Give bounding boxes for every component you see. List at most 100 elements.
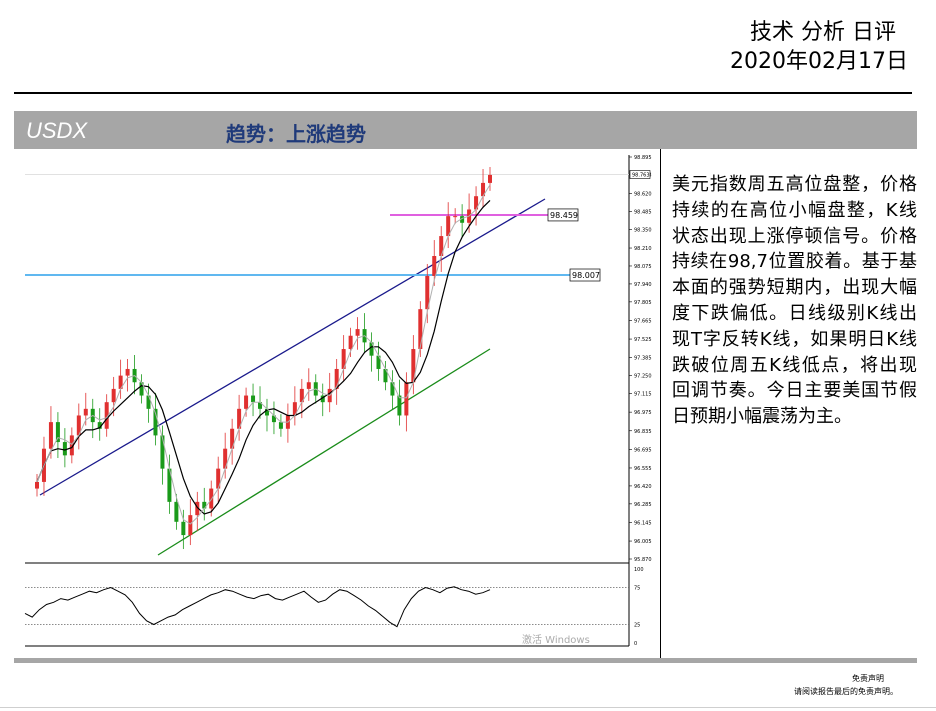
footer-band: [14, 658, 917, 663]
candle-body: [146, 395, 151, 409]
lower-trendline: [157, 348, 491, 556]
candle-body: [195, 501, 200, 516]
price-axis-label: 95.870: [634, 557, 652, 563]
moving-average-slow: [36, 199, 491, 515]
upper-trendline: [39, 198, 546, 496]
price-axis-label: 97.525: [634, 337, 652, 343]
candle-body: [369, 342, 374, 356]
candle-body: [292, 402, 297, 416]
candle-body: [341, 349, 346, 369]
candle-body: [209, 488, 214, 509]
price-axis-label: 98.895: [634, 155, 652, 161]
price-axis-label: 98.350: [634, 227, 652, 233]
disclaimer-note: 请阅读报告最后的免责声明。: [794, 687, 898, 696]
candle-body: [244, 395, 249, 409]
candle-body: [76, 415, 81, 436]
candle-body: [153, 408, 158, 436]
candle-body: [97, 422, 102, 429]
candle-body: [258, 402, 263, 409]
oscillator-axis-label: 100: [634, 567, 644, 573]
candle-body: [48, 422, 53, 449]
price-axis-label: 98.620: [634, 192, 652, 198]
candle-body: [181, 521, 186, 536]
candle-body: [271, 415, 276, 423]
candle-body: [481, 182, 486, 197]
candle-body: [167, 468, 172, 502]
candle-body: [453, 216, 458, 218]
moving-average-fast: [36, 184, 491, 525]
level-label-box: [547, 208, 579, 222]
candle-body: [251, 395, 256, 403]
price-axis-label: 97.250: [634, 374, 652, 380]
candle-body: [376, 355, 381, 369]
disclaimer-title: 免责声明: [852, 674, 884, 683]
candle-body: [299, 388, 304, 403]
price-axis-label: 98.485: [634, 209, 652, 215]
candle-body: [306, 382, 311, 389]
candle-body: [237, 408, 242, 429]
candle-body: [383, 368, 388, 383]
oscillator-axis-label: 25: [634, 623, 640, 629]
candle-body: [390, 382, 395, 396]
candle-body: [83, 408, 88, 416]
panel-divider: [660, 149, 661, 659]
price-axis-label: 98.075: [634, 264, 652, 270]
candle-body: [425, 275, 430, 310]
candle-body: [104, 402, 109, 429]
candle-body: [334, 368, 339, 389]
footer-divider: [0, 707, 936, 708]
candle-body: [62, 442, 67, 456]
title-band: USDX 趋势：上涨趋势: [14, 111, 917, 149]
oscillator-axis-label: 75: [634, 586, 640, 592]
price-axis-label: 96.005: [634, 539, 652, 545]
candle-body: [202, 501, 207, 509]
price-axis-label: 97.115: [634, 392, 652, 398]
oscillator-line: [24, 586, 491, 628]
price-axis-label: 97.805: [634, 300, 652, 306]
candle-body: [348, 335, 353, 350]
oscillator-axis-label: 0: [634, 641, 637, 647]
trend-label: 趋势：上涨趋势: [226, 122, 366, 146]
candle-body: [418, 309, 423, 350]
candle-body: [69, 435, 74, 456]
candle-body: [139, 382, 144, 396]
candle-body: [404, 382, 409, 416]
price-axis-label: 96.555: [634, 466, 652, 472]
ticker-label: USDX: [26, 118, 88, 143]
last-price-label: 98.763: [632, 173, 650, 179]
level-label-box: [569, 268, 601, 282]
level-label: 98.007: [572, 271, 600, 280]
header-divider: [14, 92, 912, 94]
candle-body: [223, 448, 228, 469]
price-axis-label: 96.835: [634, 429, 652, 435]
candle-body: [160, 435, 165, 469]
windows-watermark: 激活 Windows: [522, 633, 590, 646]
price-axis-label: 96.420: [634, 484, 652, 490]
candle-body: [188, 515, 193, 536]
candle-body: [411, 349, 416, 383]
candle-body: [397, 395, 402, 416]
price-axis-label: 98.210: [634, 246, 652, 252]
candle-body: [230, 428, 235, 449]
price-axis-label: 96.285: [634, 502, 652, 508]
report-title: 技术 分析 日评: [750, 20, 896, 45]
price-axis-label: 96.145: [634, 520, 652, 526]
candle-body: [355, 329, 360, 336]
candle-body: [55, 422, 60, 443]
candle-body: [439, 236, 444, 257]
analysis-commentary: 美元指数周五高位盘整，价格持续的在高位小幅盘整，K线状态出现上涨停顿信号。价格持…: [672, 174, 917, 428]
candle-body: [125, 368, 130, 376]
candle-body: [446, 216, 451, 237]
candle-body: [320, 395, 325, 403]
candle-body: [460, 216, 465, 223]
candle-body: [118, 375, 123, 389]
candle-body: [474, 196, 479, 210]
price-axis-label: 97.665: [634, 318, 652, 324]
candle-body: [35, 481, 39, 489]
price-chart: 98.459 98.007 98.895 98.763 98.620 98.485 98.…: [20, 149, 654, 653]
price-axis-label: 96.695: [634, 447, 652, 453]
candle-body: [264, 408, 269, 416]
price-axis-label: 97.940: [634, 282, 652, 288]
candle-body: [111, 388, 116, 403]
price-axis-label: 96.975: [634, 410, 652, 416]
